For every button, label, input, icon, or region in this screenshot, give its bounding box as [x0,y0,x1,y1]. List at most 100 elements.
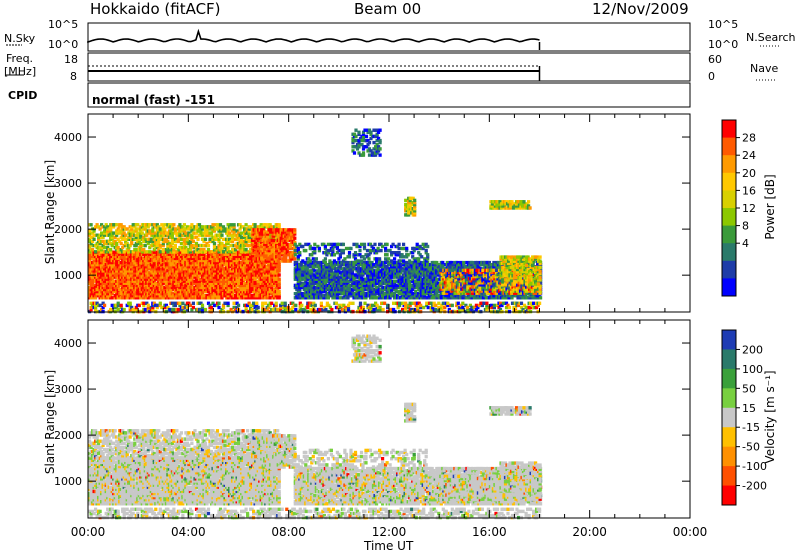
echo-cell [285,248,289,253]
echo-cell [169,296,173,300]
echo-cell [196,248,200,252]
echo-cell [133,281,137,285]
echo-cell [232,275,236,279]
echo-cell [298,275,302,279]
echo-cell [110,292,114,296]
echo-cell [145,233,149,237]
echo-cell [228,231,232,235]
echo-cell [246,269,250,273]
echo-cell [124,237,128,241]
echo-cell [349,275,353,279]
echo-cell [277,289,281,294]
echo-cell [343,275,347,279]
echo-cell [276,287,280,292]
echo-cell [200,233,205,237]
echo-cell [355,289,359,294]
echo-cell [104,223,108,227]
echo-cell [119,248,123,252]
echo-cell [266,244,270,249]
echo-cell [311,279,315,283]
echo-cell [169,289,173,294]
echo-cell [397,273,401,277]
echo-cell [362,263,367,267]
echo-cell [358,281,362,285]
echo-cell [161,296,165,300]
echo-cell [116,237,120,241]
echo-cell [188,241,192,246]
echo-cell [205,241,209,246]
echo-cell [326,271,330,275]
echo-cell [212,292,217,296]
echo-cell [272,238,276,242]
echo-cell [91,279,95,283]
echo-cell [194,250,199,254]
echo-cell [202,248,206,252]
echo-cell [88,239,92,244]
echo-cell [244,248,248,252]
echo-cell [277,269,281,273]
echo-cell [205,294,209,298]
echo-cell [226,271,230,275]
echo-cell [225,260,229,265]
echo-cell [116,245,120,250]
echo-cell [252,242,256,247]
echo-cell [176,239,180,244]
echo-cell [261,259,265,263]
freq-tick-bottom: 8 [70,70,77,83]
echo-cell [335,294,339,298]
echo-cell [146,263,150,267]
echo-cell [263,248,267,253]
echo-cell [146,241,150,246]
echo-cell [270,251,274,255]
echo-cell [295,260,299,265]
echo-cell [95,233,99,237]
echo-cell [277,283,281,288]
echo-cell [160,231,164,235]
echo-cell [296,273,300,277]
echo-cell [109,225,113,229]
echo-cell [124,289,128,294]
echo-cell [267,259,271,263]
echo-cell [134,243,138,248]
echo-cell [175,233,179,237]
echo-cell [181,250,185,254]
echo-cell [188,227,192,231]
echo-cell [375,292,379,296]
echo-cell [101,254,105,259]
echo-cell [130,263,134,267]
echo-cell [122,263,126,267]
echo-cell [190,256,194,261]
echo-cell [408,281,412,285]
echo-cell [412,296,416,300]
echo-cell [254,259,258,263]
echo-cell [261,251,265,255]
echo-cell [184,250,188,254]
echo-cell [212,250,217,254]
echo-cell [109,248,113,252]
echo-cell [163,227,167,231]
echo-cell [218,235,223,239]
echo-cell [251,246,255,251]
echo-cell [115,271,119,275]
echo-cell [273,253,277,257]
echo-cell [226,245,230,250]
echo-cell [103,245,107,250]
echo-cell [166,250,170,254]
echo-cell [388,296,392,300]
echo-cell [275,242,279,247]
echo-cell [206,265,211,269]
echo-cell [240,237,244,241]
echo-cell [125,227,129,231]
echo-cell [149,237,153,241]
echo-cell [337,263,341,267]
echo-cell [275,228,279,232]
echo-cell [178,235,182,239]
echo-cell [139,241,143,246]
echo-cell [379,283,383,288]
echo-cell [130,239,134,244]
echo-cell [223,227,227,231]
echo-cell [179,271,183,275]
echo-cell [169,265,173,269]
freq-panel-frame [87,52,691,82]
echo-cell [161,267,165,271]
